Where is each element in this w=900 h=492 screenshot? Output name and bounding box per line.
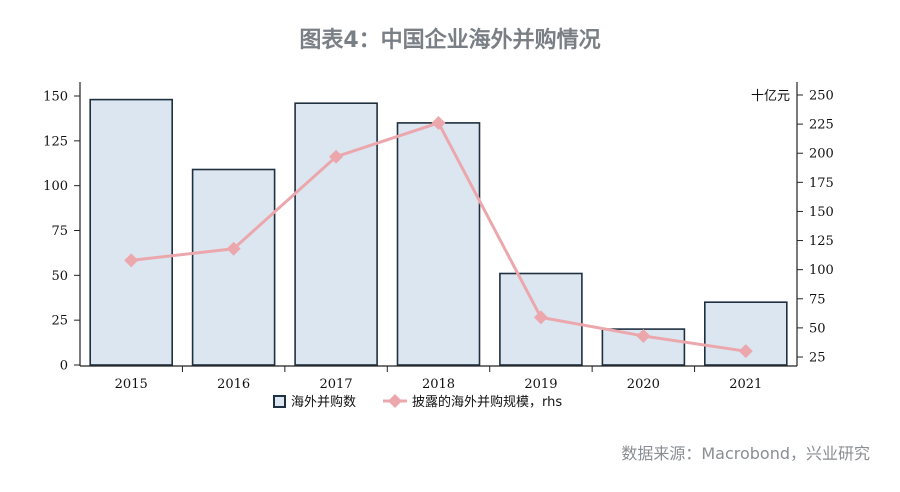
x-tick-2019: 2019 — [524, 377, 557, 392]
line-point-2019 — [533, 310, 548, 325]
x-tick-2021: 2021 — [729, 377, 762, 392]
line-point-2015 — [124, 253, 139, 268]
line-point-2017 — [329, 149, 344, 164]
y-right-tick-125: 125 — [809, 234, 834, 249]
x-tick-2017: 2017 — [320, 377, 353, 392]
line-point-2016 — [226, 241, 241, 256]
chart-title: 图表4：中国企业海外并购情况 — [299, 28, 601, 53]
legend-group: 海外并购数 披露的海外并购规模，rhs — [273, 394, 562, 410]
y-right-tick-225: 225 — [809, 118, 834, 133]
line-group — [124, 115, 753, 359]
bar-2016 — [191, 168, 276, 366]
axes-group: 0 25 50 75 100 125 150 25 50 75 100 125 150 175 200 225… — [43, 82, 834, 392]
y-left-tick-25: 25 — [51, 314, 68, 329]
x-tick-2015: 2015 — [115, 377, 148, 392]
y-left-tick-75: 75 — [51, 224, 68, 239]
y-left-tick-125: 125 — [43, 134, 68, 149]
legend-swatch-diamond — [388, 394, 402, 408]
y-right-tick-200: 200 — [809, 147, 834, 162]
y-right-tick-25: 25 — [809, 351, 826, 366]
legend-label-bar: 海外并购数 — [291, 394, 356, 410]
y-left-tick-50: 50 — [51, 269, 68, 284]
y-left-tick-0: 0 — [60, 359, 68, 374]
y-right-tick-150: 150 — [809, 205, 834, 220]
bar-2015 — [89, 98, 173, 366]
line-point-2020 — [636, 329, 651, 344]
legend-label-line: 披露的海外并购规模，rhs — [412, 394, 562, 410]
x-tick-2020: 2020 — [627, 377, 660, 392]
y-left-tick-150: 150 — [43, 90, 68, 105]
x-tick-2016: 2016 — [217, 377, 250, 392]
bar-2018 — [396, 122, 481, 366]
y-right-tick-75: 75 — [809, 292, 826, 307]
y-right-unit-label: 十亿元 — [751, 89, 790, 104]
y-right-tick-175: 175 — [809, 176, 834, 191]
bar-2017 — [294, 102, 378, 366]
line-point-2021 — [738, 344, 753, 359]
y-right-tick-100: 100 — [809, 263, 834, 278]
y-right-tick-250: 250 — [809, 89, 834, 104]
source-note: 数据来源：Macrobond，兴业研究 — [621, 444, 870, 463]
y-left-tick-100: 100 — [43, 179, 68, 194]
line-point-2018 — [431, 115, 446, 130]
x-tick-2018: 2018 — [422, 377, 455, 392]
y-right-tick-50: 50 — [809, 321, 826, 336]
bar-group — [89, 98, 788, 366]
legend-swatch-bar — [273, 395, 286, 408]
